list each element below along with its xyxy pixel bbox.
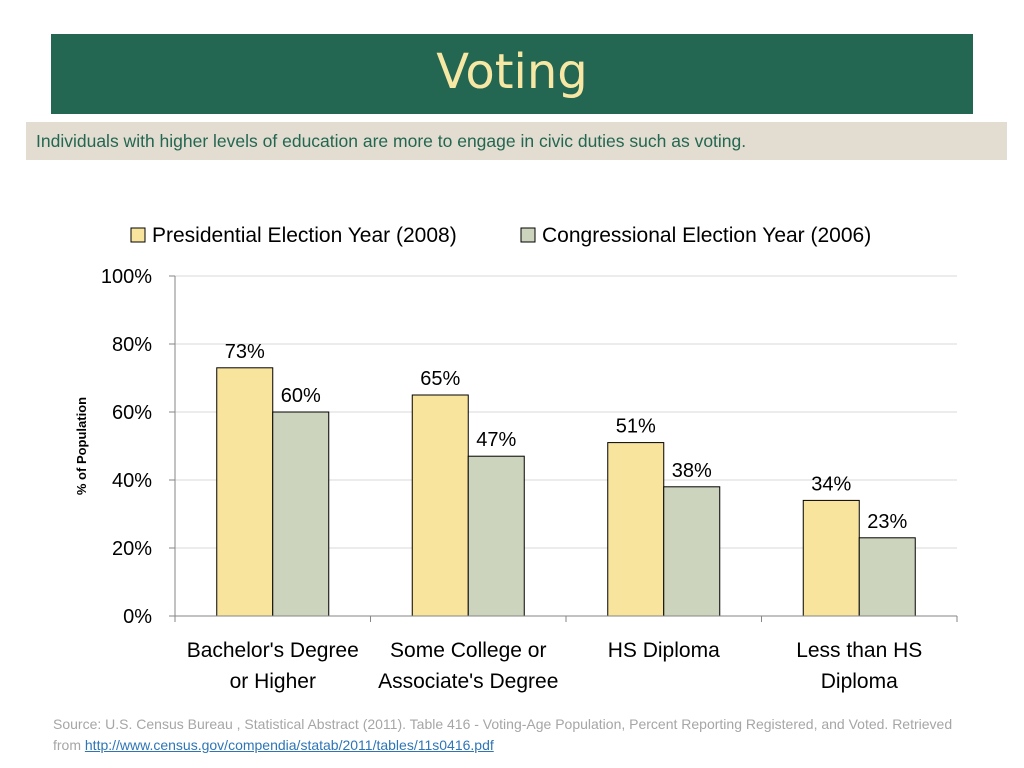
bar bbox=[802, 499, 860, 617]
chart-bars: 73% 60% 65% 47% 51% 38% 34% 23% bbox=[216, 341, 916, 617]
source-text: Source: U.S. Census Bureau , Statistical… bbox=[53, 716, 953, 753]
bar-data-label: 51% bbox=[616, 416, 656, 438]
bar-data-label: 23% bbox=[867, 511, 907, 533]
bar-data-label: 60% bbox=[281, 385, 321, 407]
bar-data-label: 73% bbox=[225, 341, 265, 363]
x-category-label: Some College or bbox=[390, 639, 546, 662]
bar-data-label: 65% bbox=[420, 368, 460, 390]
y-tick-label: 100% bbox=[101, 266, 152, 288]
title-bar: Voting bbox=[51, 34, 973, 114]
bar-data-label: 38% bbox=[672, 460, 712, 482]
y-axis-title: % of Population bbox=[74, 397, 89, 495]
subtitle-bar: Individuals with higher levels of educat… bbox=[26, 122, 1007, 160]
y-tick-label: 60% bbox=[112, 402, 152, 424]
slide-title: Voting bbox=[436, 44, 588, 100]
bar-chart: Presidential Election Year (2008) Congres… bbox=[74, 224, 958, 693]
x-category-label: Bachelor's Degree bbox=[187, 639, 359, 662]
legend-swatch bbox=[520, 227, 536, 243]
y-tick-label: 20% bbox=[112, 538, 152, 560]
legend-swatch bbox=[130, 227, 146, 243]
x-category-label: Less than HS bbox=[796, 639, 922, 662]
y-tick-label: 0% bbox=[123, 606, 152, 628]
bar bbox=[663, 486, 721, 617]
chart-y-axis: 0% 20% 40% 60% 80% 100% % of Population bbox=[74, 266, 176, 628]
bar-data-label: 47% bbox=[476, 429, 516, 451]
source-citation: Source: U.S. Census Bureau , Statistical… bbox=[53, 714, 953, 756]
bar bbox=[411, 394, 469, 617]
y-tick-label: 80% bbox=[112, 334, 152, 356]
y-tick-label: 40% bbox=[112, 470, 152, 492]
bar bbox=[216, 367, 274, 617]
legend-label: Congressional Election Year (2006) bbox=[542, 224, 871, 247]
chart-legend: Presidential Election Year (2008) Congres… bbox=[130, 224, 871, 247]
chart-x-axis: Bachelor's Degree or Higher Some College o… bbox=[174, 615, 958, 693]
bar bbox=[607, 442, 665, 617]
bar bbox=[272, 411, 330, 617]
x-category-label: Diploma bbox=[821, 670, 898, 693]
source-link[interactable]: http://www.census.gov/compendia/statab/2… bbox=[84, 737, 494, 753]
legend-label: Presidential Election Year (2008) bbox=[152, 224, 457, 247]
x-category-label: or Higher bbox=[230, 670, 316, 693]
bar-data-label: 34% bbox=[811, 473, 851, 495]
bar bbox=[467, 455, 525, 617]
x-category-label: HS Diploma bbox=[608, 639, 720, 662]
x-category-label: Associate's Degree bbox=[378, 670, 558, 693]
slide-subtitle: Individuals with higher levels of educat… bbox=[36, 130, 747, 151]
bar bbox=[858, 537, 916, 617]
